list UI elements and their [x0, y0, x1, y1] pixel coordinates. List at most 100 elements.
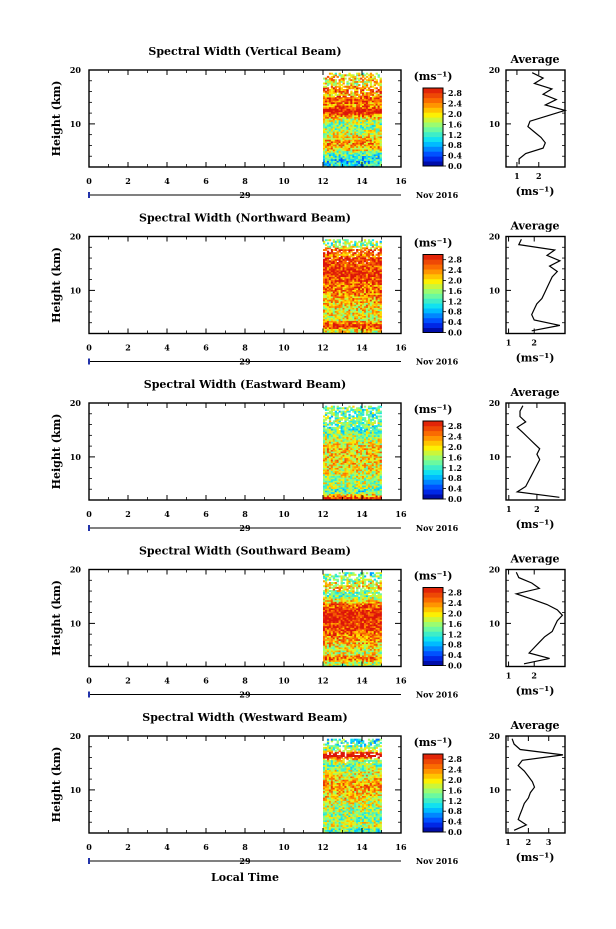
heatmap-cell — [371, 152, 375, 155]
heatmap-cell — [367, 110, 371, 113]
heatmap-cell — [352, 462, 355, 465]
heatmap-cell — [334, 136, 337, 139]
profile-x-tick-label: 2 — [531, 338, 537, 348]
heatmap-cell — [356, 85, 359, 88]
heatmap-cell — [377, 456, 380, 459]
heatmap-cell — [332, 79, 336, 82]
heatmap-cell — [338, 106, 341, 109]
heatmap-cell — [369, 136, 373, 139]
heatmap-cell — [358, 318, 361, 321]
heatmap-cell — [342, 322, 345, 325]
heatmap-cell — [367, 457, 371, 460]
heatmap-cell — [360, 266, 363, 269]
heatmap-cell — [330, 77, 334, 80]
heatmap-cell — [356, 98, 359, 101]
heatmap-cell — [324, 150, 328, 153]
heatmap-cell — [323, 478, 326, 481]
heatmap-cell — [346, 425, 349, 428]
heatmap-cell — [369, 289, 373, 292]
heatmap-cell — [363, 323, 367, 326]
heatmap-cell — [336, 422, 339, 424]
heatmap-cell — [326, 128, 330, 130]
heatmap-cell — [350, 100, 353, 103]
heatmap-cell — [323, 312, 326, 315]
heatmap-cell — [363, 273, 367, 276]
heatmap-cell — [371, 286, 375, 289]
heatmap-cell — [363, 253, 367, 256]
heatmap-cell — [326, 477, 330, 480]
heatmap-cell — [346, 417, 349, 420]
colorbar-step — [423, 112, 443, 118]
heatmap-cell — [367, 152, 371, 155]
heatmap-cell — [375, 465, 378, 468]
heatmap-cell — [342, 482, 345, 485]
heatmap-cell — [334, 301, 337, 303]
heatmap-cell — [365, 461, 369, 463]
heatmap-cell — [363, 320, 367, 323]
heatmap-cell — [377, 496, 380, 499]
heatmap-cell — [340, 149, 343, 152]
heatmap-cell — [342, 265, 345, 268]
heatmap-cell — [340, 160, 343, 163]
heatmap-cell — [332, 461, 336, 463]
heatmap-cell — [330, 128, 334, 130]
heatmap-cell — [367, 103, 371, 106]
heatmap-cell — [328, 330, 332, 333]
heatmap-cell — [367, 323, 371, 326]
heatmap-cell — [354, 278, 357, 281]
heatmap-cell — [336, 289, 339, 292]
heatmap-cell — [324, 292, 328, 295]
colorbar-step — [423, 136, 443, 142]
heatmap-cell — [338, 136, 341, 139]
heatmap-cell — [330, 160, 334, 163]
heatmap-cell — [379, 92, 382, 95]
heatmap-cell — [369, 119, 373, 122]
heatmap-cell — [332, 441, 336, 444]
heatmap-cell — [328, 141, 332, 143]
heatmap-cell — [377, 493, 380, 496]
heatmap-cell — [371, 123, 375, 126]
heatmap-cell — [356, 152, 359, 155]
heatmap-cell — [379, 291, 382, 294]
heatmap-cell — [326, 462, 330, 465]
heatmap-cell — [330, 79, 334, 82]
heatmap-cell — [328, 433, 332, 436]
colorbar-tick-label: 1.2 — [448, 296, 462, 306]
heatmap-cell — [324, 475, 328, 478]
heatmap-cell — [367, 470, 371, 473]
heatmap-cell — [379, 318, 382, 321]
heatmap-cell — [379, 474, 382, 476]
heatmap-cell — [336, 469, 339, 472]
heatmap-cell — [358, 480, 361, 483]
heatmap-cell — [348, 163, 351, 166]
heatmap-cell — [373, 420, 376, 423]
heatmap-cell — [350, 145, 353, 148]
heatmap-cell — [334, 144, 337, 147]
heatmap-cell — [363, 155, 367, 158]
heatmap-cell — [342, 250, 345, 253]
heatmap-cell — [330, 320, 334, 323]
heatmap-cell — [367, 309, 371, 312]
heatmap-cell — [371, 139, 375, 142]
heatmap-cell — [365, 85, 369, 88]
heatmap-cell — [334, 102, 337, 104]
heatmap-cell — [336, 136, 339, 139]
heatmap-cell — [323, 317, 326, 320]
heatmap-cell — [367, 320, 371, 323]
heatmap-cell — [336, 89, 339, 91]
heatmap-cell — [330, 163, 334, 166]
heatmap-cell — [323, 273, 326, 276]
heatmap-cell — [369, 79, 373, 82]
heatmap-cell — [356, 142, 359, 145]
heatmap-cell — [367, 271, 371, 274]
heatmap-cells — [323, 239, 382, 334]
heatmap-cell — [330, 155, 334, 158]
heatmap-cell — [332, 139, 336, 142]
heatmap-cell — [324, 118, 328, 121]
colorbar-step — [423, 151, 443, 157]
heatmap-cell — [328, 430, 332, 433]
heatmap-cell — [336, 276, 339, 279]
heatmap-cell — [352, 273, 355, 276]
heatmap-cell — [323, 454, 326, 457]
heatmap-cell — [367, 129, 371, 132]
